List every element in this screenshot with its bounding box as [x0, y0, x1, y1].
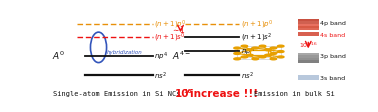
Circle shape: [270, 53, 277, 55]
Bar: [298, 20, 319, 22]
Text: hybridization: hybridization: [107, 50, 143, 55]
Text: $A^{4-}$: $A^{4-}$: [172, 49, 191, 61]
Circle shape: [277, 56, 284, 58]
Text: $(n+1)s^0$: $(n+1)s^0$: [154, 31, 186, 44]
Bar: [298, 24, 319, 27]
Bar: [298, 56, 319, 58]
Bar: [298, 27, 319, 29]
Bar: [298, 75, 319, 80]
Text: $ns^2$: $ns^2$: [240, 70, 254, 81]
Circle shape: [277, 46, 284, 48]
Bar: [298, 29, 319, 31]
Bar: [298, 61, 319, 64]
Text: $\sim\!1$: $\sim\!1$: [170, 24, 185, 34]
Text: 4s band: 4s band: [320, 32, 345, 37]
Text: 3s band: 3s band: [320, 75, 345, 80]
Circle shape: [234, 58, 240, 60]
Circle shape: [234, 53, 240, 55]
Text: $(n+1)p^0$: $(n+1)p^0$: [154, 19, 187, 31]
Text: $np^4$: $np^4$: [154, 51, 168, 63]
Text: $(n+1)p^0$: $(n+1)p^0$: [240, 19, 273, 31]
Text: Emission in bulk Si: Emission in bulk Si: [254, 90, 335, 96]
Circle shape: [277, 51, 284, 53]
Bar: [298, 33, 319, 37]
Bar: [298, 58, 319, 61]
Text: increase !!!: increase !!!: [190, 88, 258, 98]
Text: 16: 16: [183, 88, 192, 93]
Circle shape: [246, 55, 253, 57]
Circle shape: [265, 49, 271, 51]
Circle shape: [241, 46, 248, 48]
Text: $A^0$: $A^0$: [52, 49, 65, 61]
Circle shape: [270, 58, 277, 60]
Text: $np^6$: $np^6$: [240, 45, 255, 57]
Bar: [298, 22, 319, 24]
Circle shape: [259, 46, 266, 48]
Circle shape: [270, 48, 277, 50]
Circle shape: [234, 48, 240, 50]
Text: $ns^2$: $ns^2$: [154, 70, 167, 81]
Text: 10: 10: [175, 88, 189, 98]
Text: $10^{-16}$: $10^{-16}$: [299, 41, 318, 50]
Text: 3p band: 3p band: [320, 53, 346, 58]
Bar: [298, 53, 319, 56]
Circle shape: [241, 56, 248, 58]
Text: Single-atom Emission in Si NCs: Single-atom Emission in Si NCs: [53, 90, 181, 96]
Circle shape: [265, 55, 271, 57]
Circle shape: [252, 58, 259, 60]
Circle shape: [246, 49, 253, 51]
Text: $(n+1)s^2$: $(n+1)s^2$: [240, 31, 272, 44]
Circle shape: [259, 56, 266, 58]
Circle shape: [252, 48, 259, 50]
Text: 4p band: 4p band: [320, 21, 346, 26]
